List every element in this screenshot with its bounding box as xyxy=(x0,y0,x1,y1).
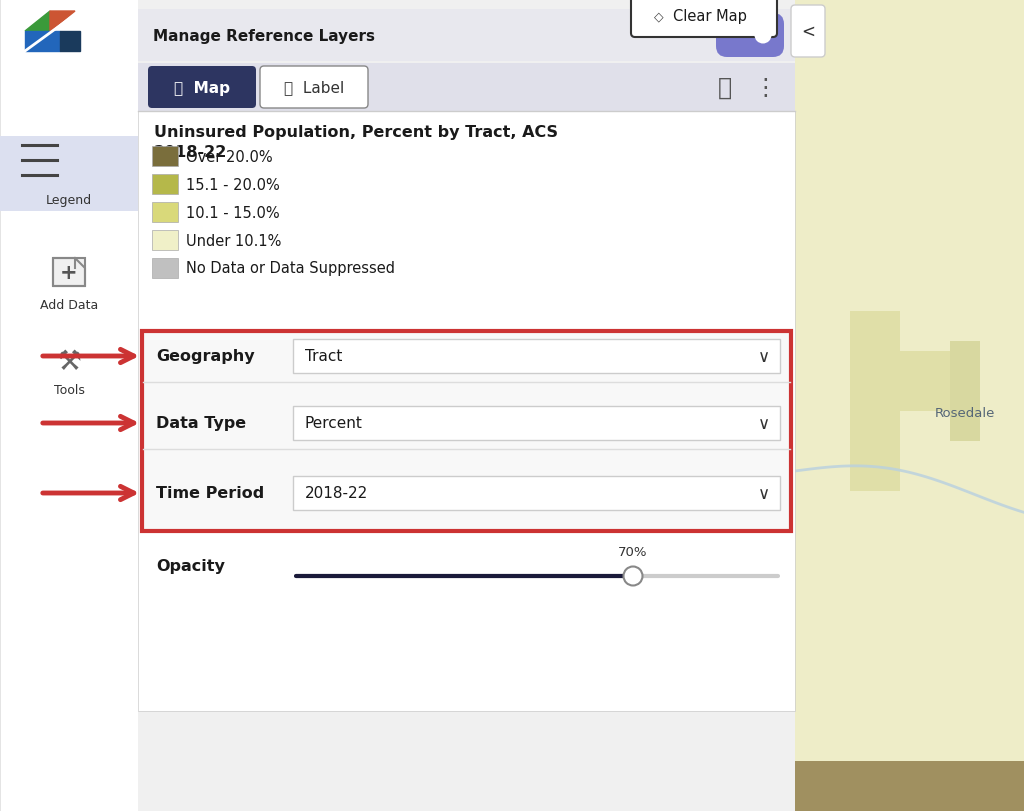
Text: ∨: ∨ xyxy=(758,348,770,366)
Text: 2018-22: 2018-22 xyxy=(305,486,369,501)
Bar xyxy=(142,332,791,531)
Bar xyxy=(950,341,980,441)
FancyBboxPatch shape xyxy=(260,67,368,109)
Text: Percent: Percent xyxy=(305,416,362,431)
Text: Tract: Tract xyxy=(305,349,342,364)
Text: Under 10.1%: Under 10.1% xyxy=(186,234,282,248)
Bar xyxy=(0,137,138,212)
Bar xyxy=(152,175,178,195)
Circle shape xyxy=(755,28,771,45)
Bar xyxy=(850,311,900,491)
Bar xyxy=(138,112,795,711)
Text: Tools: Tools xyxy=(53,384,84,397)
FancyBboxPatch shape xyxy=(631,0,777,38)
Text: Opacity: Opacity xyxy=(156,559,225,574)
Polygon shape xyxy=(25,12,50,32)
Circle shape xyxy=(624,567,642,586)
Text: Legend: Legend xyxy=(46,194,92,207)
Bar xyxy=(870,351,950,411)
Text: 15.1 - 20.0%: 15.1 - 20.0% xyxy=(186,178,280,192)
Polygon shape xyxy=(25,32,60,52)
Bar xyxy=(138,0,795,811)
Text: ∨: ∨ xyxy=(758,414,770,432)
Bar xyxy=(152,259,178,279)
Polygon shape xyxy=(50,12,75,32)
FancyBboxPatch shape xyxy=(716,14,784,58)
Text: Time Period: Time Period xyxy=(156,486,264,501)
Bar xyxy=(293,476,780,510)
FancyBboxPatch shape xyxy=(791,6,825,58)
Text: 🗺  Map: 🗺 Map xyxy=(174,80,230,96)
Text: Rosedale: Rosedale xyxy=(935,406,995,419)
Bar xyxy=(293,406,780,440)
Bar xyxy=(293,340,780,374)
Text: <: < xyxy=(801,23,815,41)
Bar xyxy=(138,64,795,112)
Polygon shape xyxy=(60,32,80,52)
Text: ⋮: ⋮ xyxy=(754,76,777,100)
Text: Geography: Geography xyxy=(156,349,255,364)
Text: 🗨  Label: 🗨 Label xyxy=(284,80,344,96)
Text: Data Type: Data Type xyxy=(156,416,246,431)
Text: Over 20.0%: Over 20.0% xyxy=(186,149,272,165)
Text: ⓘ: ⓘ xyxy=(718,76,732,100)
Text: 2018-22: 2018-22 xyxy=(154,145,227,160)
Bar xyxy=(152,230,178,251)
Bar xyxy=(795,0,1024,811)
Text: Manage Reference Layers: Manage Reference Layers xyxy=(153,28,375,44)
Text: 70%: 70% xyxy=(618,546,648,559)
Text: +: + xyxy=(60,263,78,283)
Bar xyxy=(795,761,1024,811)
Bar xyxy=(0,0,138,811)
Text: 10.1 - 15.0%: 10.1 - 15.0% xyxy=(186,205,280,221)
Text: ◇: ◇ xyxy=(654,11,664,24)
FancyBboxPatch shape xyxy=(148,67,256,109)
Text: Uninsured Population, Percent by Tract, ACS: Uninsured Population, Percent by Tract, … xyxy=(154,125,558,139)
FancyBboxPatch shape xyxy=(53,259,85,286)
Bar xyxy=(138,10,795,62)
Text: Add Data: Add Data xyxy=(40,298,98,311)
Text: ⚒: ⚒ xyxy=(56,348,82,375)
Text: Clear Map: Clear Map xyxy=(673,10,746,24)
Bar xyxy=(152,203,178,223)
Bar xyxy=(152,147,178,167)
Text: ∨: ∨ xyxy=(758,484,770,502)
Text: No Data or Data Suppressed: No Data or Data Suppressed xyxy=(186,261,395,277)
Bar xyxy=(138,112,795,711)
